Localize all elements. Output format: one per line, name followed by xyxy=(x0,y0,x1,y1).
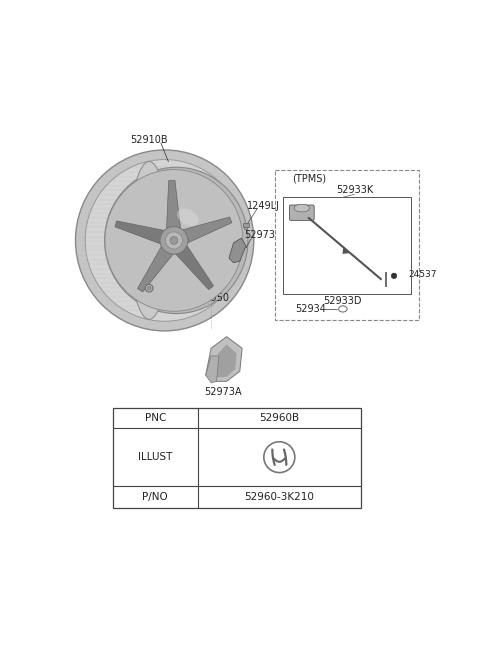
Text: 24537: 24537 xyxy=(408,270,436,279)
Text: 52933D: 52933D xyxy=(324,297,362,306)
Polygon shape xyxy=(214,344,237,377)
Ellipse shape xyxy=(160,226,188,255)
Text: 52960B: 52960B xyxy=(259,413,300,423)
Text: 52960-3K210: 52960-3K210 xyxy=(244,492,314,502)
Ellipse shape xyxy=(244,224,248,230)
Bar xyxy=(276,170,419,319)
Polygon shape xyxy=(229,238,246,263)
Ellipse shape xyxy=(130,161,168,319)
Ellipse shape xyxy=(147,286,151,290)
Bar xyxy=(243,224,249,228)
Text: P/NO: P/NO xyxy=(143,492,168,502)
Ellipse shape xyxy=(75,150,254,331)
Polygon shape xyxy=(206,356,219,383)
Text: 52973A: 52973A xyxy=(204,387,241,397)
Polygon shape xyxy=(138,247,173,292)
Polygon shape xyxy=(176,246,214,290)
Ellipse shape xyxy=(105,170,243,311)
Text: 52950: 52950 xyxy=(198,293,229,303)
FancyBboxPatch shape xyxy=(289,205,314,220)
Text: 52910B: 52910B xyxy=(130,135,168,146)
Ellipse shape xyxy=(177,209,199,226)
Text: 1249LJ: 1249LJ xyxy=(247,201,279,211)
Text: ILLUST: ILLUST xyxy=(138,452,172,462)
Ellipse shape xyxy=(391,273,397,279)
Ellipse shape xyxy=(294,204,310,212)
Ellipse shape xyxy=(145,284,153,292)
Text: PNC: PNC xyxy=(144,413,166,423)
Ellipse shape xyxy=(85,159,244,321)
Polygon shape xyxy=(343,247,349,254)
Text: 52934: 52934 xyxy=(295,304,326,314)
Ellipse shape xyxy=(170,237,178,244)
Ellipse shape xyxy=(166,232,182,249)
Polygon shape xyxy=(115,221,164,243)
Bar xyxy=(283,197,411,293)
Text: 52973: 52973 xyxy=(244,230,276,240)
Polygon shape xyxy=(183,217,232,243)
Text: 52933K: 52933K xyxy=(336,184,373,195)
Bar xyxy=(113,408,360,508)
Polygon shape xyxy=(167,180,180,228)
Text: (TPMS): (TPMS) xyxy=(292,174,326,184)
Ellipse shape xyxy=(105,167,248,314)
Polygon shape xyxy=(206,337,242,381)
